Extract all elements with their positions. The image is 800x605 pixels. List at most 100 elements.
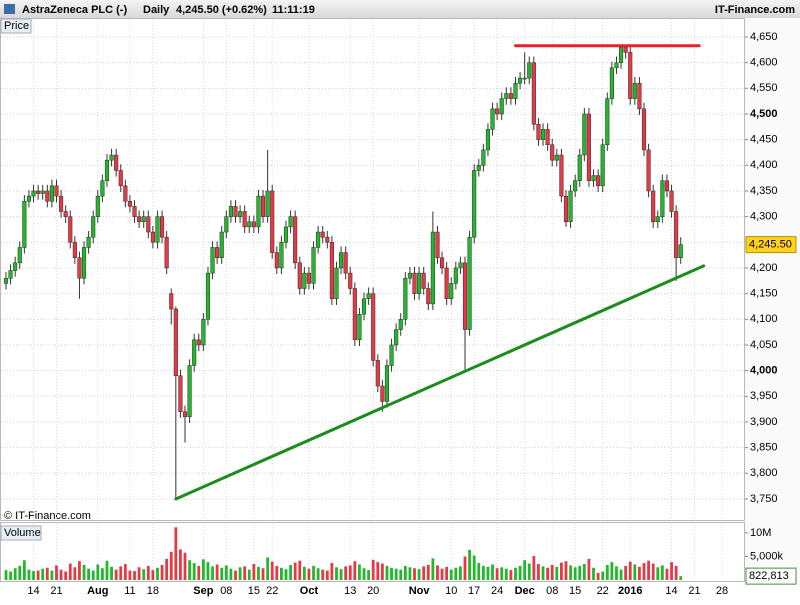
x-tick-label: 14 <box>27 585 39 597</box>
candle-body <box>260 195 266 217</box>
candle-body <box>628 52 633 99</box>
volume-bar <box>367 570 371 580</box>
volume-bar <box>459 566 462 580</box>
candle-body <box>302 272 307 289</box>
volume-bar <box>509 570 513 580</box>
candle-body <box>577 154 582 181</box>
candle-body <box>155 216 160 243</box>
volume-bar <box>312 565 315 580</box>
x-tick-label: 10 <box>445 585 457 597</box>
candle-body <box>242 211 247 228</box>
volume-bar <box>78 561 81 580</box>
candle-body <box>192 339 197 366</box>
volume-bar <box>179 549 182 580</box>
candle-body <box>233 206 238 217</box>
candle-body <box>8 270 13 279</box>
volume-bar <box>656 567 660 580</box>
candle-body <box>545 129 550 146</box>
candle-body <box>36 190 41 194</box>
last-volume-label: 822,813 <box>749 570 789 582</box>
candle-body <box>641 108 647 151</box>
volume-bar <box>45 567 49 580</box>
volume-bar <box>114 569 118 580</box>
candle-body <box>178 375 183 412</box>
candle-body <box>31 190 36 197</box>
volume-bar <box>247 569 251 580</box>
y-tick-label: 4,550 <box>750 82 778 94</box>
volume-bar <box>468 549 471 580</box>
volume-bar <box>527 563 531 580</box>
candle-body <box>49 185 54 202</box>
volume-bar <box>156 567 159 580</box>
volume-bar <box>183 552 187 580</box>
candle-body <box>550 144 555 161</box>
candle-body <box>573 180 578 192</box>
volume-bar <box>201 559 205 580</box>
volume-bar <box>559 562 563 580</box>
candle-body <box>559 154 564 197</box>
volume-bar <box>362 568 366 580</box>
candle-body <box>664 180 670 192</box>
candle-body <box>586 113 591 181</box>
candle-body <box>403 277 408 320</box>
y-tick-label: 4,000 <box>750 365 778 377</box>
x-tick-label: 22 <box>597 585 609 597</box>
volume-bar <box>270 561 274 580</box>
y-tick-label: 3,850 <box>750 442 778 454</box>
volume-bar <box>344 566 348 580</box>
volume-bar <box>564 561 568 580</box>
volume-bar <box>587 558 591 580</box>
volume-bar <box>64 571 68 580</box>
volume-pane <box>0 522 745 582</box>
volume-bar <box>555 566 559 580</box>
volume-bar <box>160 564 164 580</box>
volume-bar <box>36 570 40 580</box>
y-tick-label: 3,900 <box>750 416 778 428</box>
candle-body <box>40 190 45 194</box>
volume-bar <box>385 565 389 580</box>
candle-body <box>412 272 417 294</box>
last-price-label: 4,245.50 <box>749 239 792 251</box>
volume-bar <box>651 563 655 580</box>
x-tick-label: 18 <box>147 585 159 597</box>
candle-body <box>45 190 50 202</box>
candle-body <box>366 293 371 300</box>
candle-body <box>508 93 513 99</box>
candle-body <box>361 298 367 315</box>
candle-body <box>279 242 284 269</box>
candle-body <box>288 216 293 228</box>
volume-bar <box>284 569 288 580</box>
volume-bar <box>55 565 58 580</box>
candle-body <box>72 242 77 258</box>
candle-body <box>417 272 422 294</box>
x-tick-label: 2016 <box>618 585 642 597</box>
candle-body <box>472 170 477 238</box>
candle-body <box>398 319 403 330</box>
quote: 4,245.50 (+0.62%) <box>176 4 267 16</box>
candle-body <box>109 154 114 161</box>
header-icon <box>4 4 15 14</box>
candle-body <box>205 272 211 320</box>
instrument-title: AstraZeneca PLC (-) <box>22 4 127 16</box>
volume-bar <box>440 568 444 580</box>
volume-bar <box>665 568 669 580</box>
volume-bar <box>128 570 132 580</box>
volume-bar <box>619 569 623 580</box>
volume-bar <box>243 566 247 580</box>
x-tick-label: Nov <box>409 585 431 597</box>
volume-bar <box>302 566 306 580</box>
candle-body <box>554 154 559 161</box>
volume-bar <box>417 569 421 580</box>
y-tick-label: 3,950 <box>750 390 778 402</box>
volume-bar <box>518 565 522 580</box>
candle-body <box>499 98 504 115</box>
volume-bar <box>165 558 169 580</box>
copyright: © IT-Finance.com <box>4 510 91 522</box>
volume-bar <box>266 557 270 580</box>
volume-bar <box>454 567 458 580</box>
x-tick-label: 17 <box>468 585 480 597</box>
candle-body <box>17 247 22 264</box>
volume-bar <box>647 560 650 580</box>
y-tick-label: 4,450 <box>750 134 778 146</box>
